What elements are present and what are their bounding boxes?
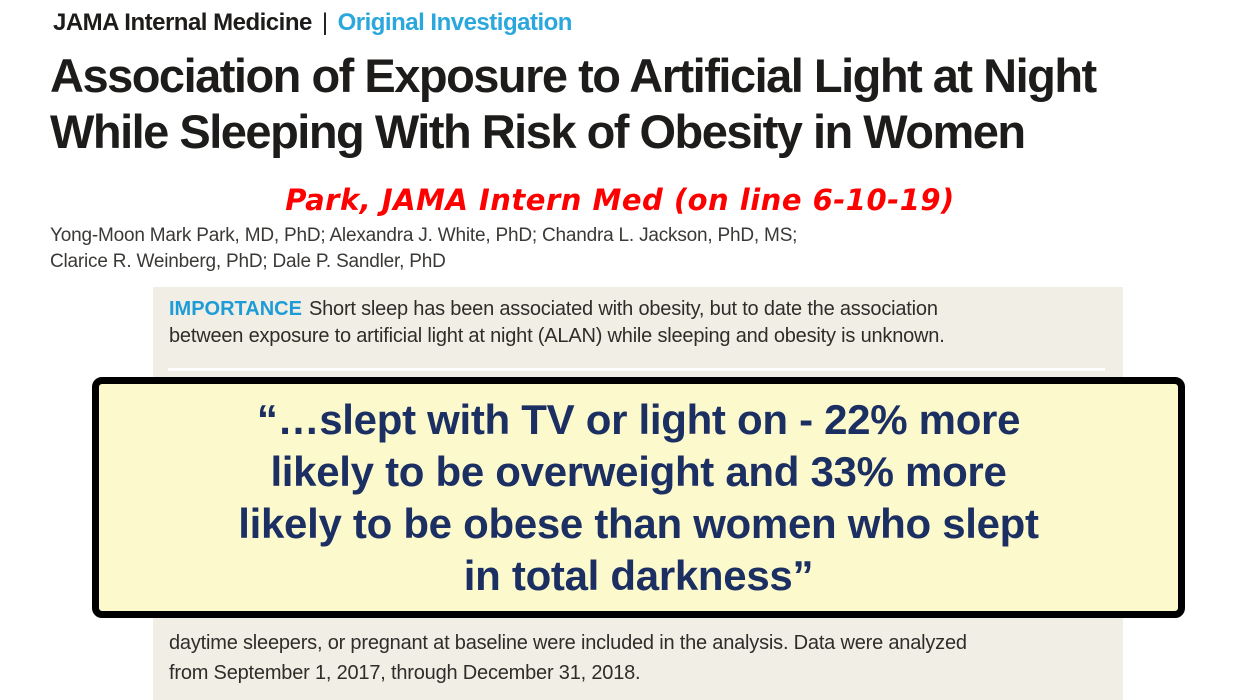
article-title: Association of Exposure to Artificial Li… [50, 49, 1097, 158]
importance-paragraph: IMPORTANCE Short sleep has been associate… [153, 287, 1123, 350]
callout-quote-text: “…slept with TV or light on - 22% more l… [238, 395, 1039, 599]
kicker-separator: | [321, 9, 328, 36]
journal-name: JAMA Internal Medicine [53, 9, 312, 36]
abstract-continuation-text: daytime sleepers, or pregnant at baselin… [169, 632, 967, 684]
highlight-callout-box: “…slept with TV or light on - 22% more l… [92, 377, 1185, 618]
author-list: Yong-Moon Mark Park, MD, PhD; Alexandra … [50, 225, 798, 272]
citation-annotation: Park, JAMA Intern Med (on line 6-10-19) [285, 183, 955, 217]
journal-header: JAMA Internal Medicine | Original Investig… [53, 9, 572, 37]
importance-text: Short sleep has been associated with obe… [169, 298, 945, 347]
abstract-section-divider [168, 368, 1105, 371]
importance-label: IMPORTANCE [169, 298, 302, 320]
article-category-label: Original Investigation [337, 9, 573, 36]
